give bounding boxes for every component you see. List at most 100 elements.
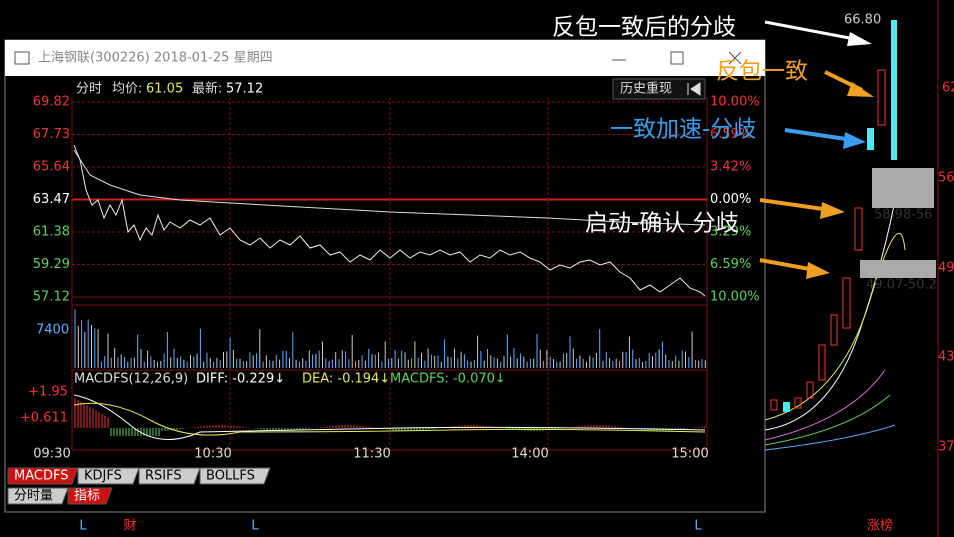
arrow-head bbox=[847, 82, 874, 97]
candle bbox=[806, 381, 814, 399]
volume-label: 7400 bbox=[36, 323, 69, 338]
bottom-markers: L 财 L L 涨榜 bbox=[79, 518, 893, 534]
annotation: 启动-确认 分歧 bbox=[585, 211, 739, 237]
gap-box bbox=[872, 168, 934, 208]
close-button[interactable] bbox=[728, 51, 742, 65]
tab[interactable] bbox=[7, 467, 79, 485]
maximize-button[interactable] bbox=[670, 51, 684, 65]
candle bbox=[794, 397, 802, 409]
marker: L bbox=[79, 519, 87, 534]
arrow-head bbox=[820, 202, 845, 219]
ma-line bbox=[764, 369, 886, 441]
annotations: 反包一致后的分歧 反包一致 一致加速-分歧 启动-确认 分歧 bbox=[552, 15, 874, 279]
subtab-label: 分时量 bbox=[14, 489, 53, 504]
candle bbox=[770, 399, 778, 411]
price-label: 57.12 bbox=[33, 290, 70, 305]
axis-label: 43 bbox=[938, 350, 954, 365]
tab-label: MACDFS bbox=[14, 469, 68, 484]
arrow-head bbox=[806, 262, 830, 279]
arrow-head bbox=[847, 32, 872, 46]
marker: L bbox=[694, 519, 702, 534]
history-button[interactable] bbox=[612, 78, 706, 100]
time-label: 14:00 bbox=[511, 447, 548, 462]
axis-label: 49 bbox=[938, 261, 954, 276]
price-label: 65.64 bbox=[33, 160, 70, 175]
tab[interactable] bbox=[138, 467, 201, 485]
percent-label: 0.00% bbox=[710, 192, 751, 207]
subtab[interactable] bbox=[7, 487, 69, 505]
latest-value: 57.12 bbox=[226, 82, 263, 97]
gap-box bbox=[860, 260, 936, 278]
tab-bar: MACDFS KDJFS RSIFS BOLLFS 分时量 指标 bbox=[7, 467, 271, 505]
time-axis: 09:30 10:30 11:30 14:00 15:00 bbox=[33, 447, 708, 462]
price-label: 49.07-50.2 bbox=[866, 278, 937, 293]
time-label: 11:30 bbox=[353, 447, 390, 462]
annotation: 反包一致后的分歧 bbox=[552, 15, 736, 41]
arrow bbox=[759, 198, 831, 212]
tab-label: KDJFS bbox=[84, 469, 122, 484]
macd-value: MACDFS: -0.070↓ bbox=[390, 372, 506, 387]
tab[interactable] bbox=[199, 467, 271, 485]
avg-value: 61.05 bbox=[146, 82, 183, 97]
price-label: 63.47 bbox=[33, 192, 70, 207]
window: 上海钢联(300226) 2018-01-25 星期四 分时 均价: 61.05… bbox=[4, 39, 766, 513]
percent-label: 6.59% bbox=[710, 257, 751, 272]
time-label: 09:30 bbox=[33, 447, 70, 462]
annotation: 一致加速-分歧 bbox=[610, 117, 756, 143]
price-label: 69.82 bbox=[33, 95, 70, 110]
subtab[interactable] bbox=[67, 487, 113, 505]
marker: 财 bbox=[123, 519, 136, 534]
window-frame bbox=[4, 39, 766, 513]
dea-line bbox=[73, 402, 706, 436]
window-title: 上海钢联(300226) 2018-01-25 星期四 bbox=[38, 51, 273, 66]
macd-level: +1.95 bbox=[28, 385, 68, 400]
marker: 涨榜 bbox=[867, 518, 893, 534]
mode-label: 分时 bbox=[76, 82, 102, 97]
price-line bbox=[73, 144, 706, 297]
ma-line bbox=[764, 424, 896, 451]
kline: 62 56 49 43 37 66.80 58.98-56 49.07-50.2 bbox=[764, 0, 954, 537]
candle bbox=[783, 402, 790, 412]
candle bbox=[891, 20, 897, 160]
ma-line bbox=[764, 169, 901, 431]
arrow bbox=[759, 258, 816, 272]
subtab-label: 指标 bbox=[74, 489, 100, 504]
price-label: 58.98-56 bbox=[874, 208, 932, 223]
arrow bbox=[784, 128, 854, 142]
percent-label: 3.29% bbox=[710, 225, 751, 240]
axis-label: 56 bbox=[938, 171, 954, 186]
tab-label: BOLLFS bbox=[206, 469, 255, 484]
arrow bbox=[764, 20, 861, 42]
candle bbox=[854, 207, 863, 251]
macd-dea: DEA: -0.194↓ bbox=[302, 372, 390, 387]
percent-label: 3.42% bbox=[710, 160, 751, 175]
candle bbox=[867, 128, 874, 150]
percent-label: 10.00% bbox=[710, 290, 760, 305]
ma-line bbox=[764, 232, 906, 421]
volume-bars bbox=[74, 309, 706, 368]
price-label: 59.29 bbox=[33, 257, 70, 272]
title-bar bbox=[5, 40, 765, 76]
axis-label: 62 bbox=[942, 81, 954, 96]
candle bbox=[877, 69, 886, 126]
latest-label: 最新: bbox=[192, 81, 222, 97]
candle bbox=[842, 277, 851, 329]
macd-level: +0.611 bbox=[20, 411, 68, 426]
price-label: 61.38 bbox=[33, 225, 70, 240]
tab[interactable] bbox=[77, 467, 140, 485]
history-icon bbox=[687, 82, 701, 96]
candle bbox=[830, 314, 838, 346]
ma-line bbox=[764, 394, 891, 446]
history-button-label: 历史重现 bbox=[620, 81, 672, 97]
macd-diff: DIFF: -0.229↓ bbox=[196, 372, 285, 387]
macd-title: MACDFS(12,26,9) bbox=[74, 372, 188, 387]
diff-line bbox=[73, 394, 706, 441]
avg-line bbox=[73, 149, 706, 226]
price-label: 66.80 bbox=[844, 13, 881, 28]
tab-label: RSIFS bbox=[145, 469, 182, 484]
grid: 69.82 10.00% 67.73 6.59% 65.64 3.42% 63.47 0.00… bbox=[33, 95, 760, 451]
candle bbox=[818, 344, 826, 381]
time-label: 15:00 bbox=[671, 447, 708, 462]
percent-label: 10.00% bbox=[710, 95, 760, 110]
